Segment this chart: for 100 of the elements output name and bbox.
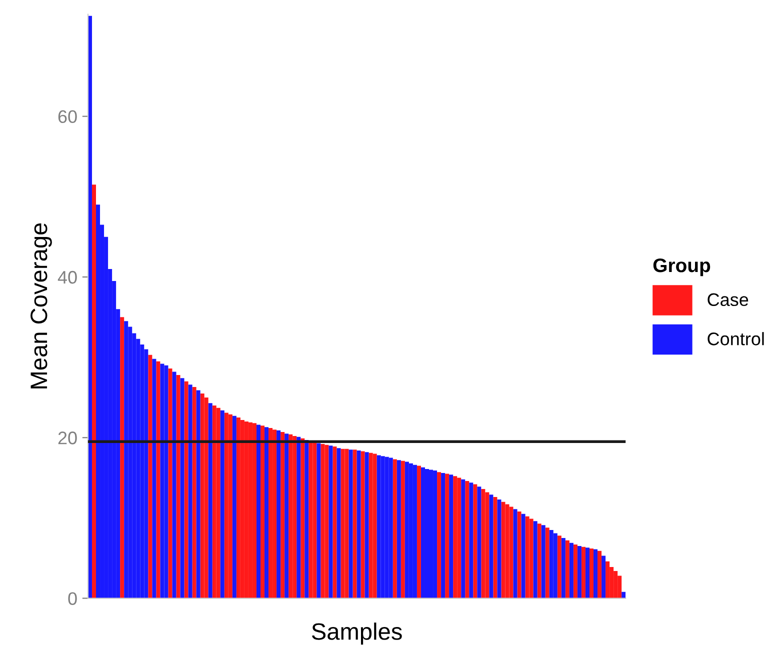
bar bbox=[220, 410, 224, 598]
bar bbox=[260, 426, 265, 598]
bar bbox=[384, 456, 389, 598]
bar bbox=[296, 436, 301, 598]
bar bbox=[441, 472, 446, 598]
bar bbox=[420, 467, 425, 598]
bar bbox=[96, 204, 100, 598]
bar bbox=[461, 479, 466, 598]
bar bbox=[268, 428, 273, 598]
bar bbox=[465, 481, 470, 598]
y-tick-label: 0 bbox=[68, 592, 77, 605]
bar bbox=[537, 524, 542, 598]
bar bbox=[292, 436, 297, 598]
bar bbox=[589, 548, 594, 598]
bar bbox=[404, 462, 409, 598]
bar bbox=[204, 397, 208, 598]
bar bbox=[368, 452, 373, 598]
bar bbox=[272, 430, 277, 598]
bar bbox=[188, 384, 192, 598]
bar bbox=[606, 561, 610, 598]
bar bbox=[156, 361, 160, 598]
bar bbox=[228, 414, 232, 598]
bar bbox=[264, 427, 269, 598]
bar bbox=[336, 448, 341, 598]
bar bbox=[240, 420, 244, 598]
bar bbox=[517, 512, 522, 598]
bar bbox=[176, 374, 180, 598]
bar bbox=[581, 546, 586, 598]
bar bbox=[124, 321, 128, 598]
bar bbox=[565, 540, 570, 598]
bar bbox=[396, 460, 401, 598]
bar bbox=[561, 538, 566, 598]
bar bbox=[505, 504, 510, 598]
bar bbox=[585, 548, 590, 598]
legend-label: Control bbox=[708, 332, 764, 346]
bar bbox=[569, 542, 574, 598]
bar bbox=[598, 550, 602, 598]
bar bbox=[356, 450, 361, 598]
bar bbox=[360, 451, 365, 598]
y-tick-label: 20 bbox=[58, 432, 77, 444]
bar bbox=[308, 442, 313, 598]
bar bbox=[348, 450, 353, 598]
bar bbox=[412, 464, 417, 598]
bar bbox=[276, 430, 281, 598]
bar bbox=[340, 448, 345, 598]
bar bbox=[489, 494, 494, 598]
bar bbox=[453, 476, 458, 598]
bar bbox=[521, 514, 526, 598]
bar bbox=[316, 443, 321, 598]
bar bbox=[184, 381, 188, 598]
y-axis-title: Mean Coverage bbox=[30, 223, 52, 388]
bar bbox=[252, 423, 256, 598]
legend-title: Group bbox=[653, 258, 710, 276]
bar bbox=[529, 518, 534, 598]
bar bbox=[376, 455, 381, 598]
bar bbox=[533, 521, 538, 598]
bar bbox=[485, 492, 490, 598]
bar bbox=[557, 536, 562, 598]
bar bbox=[380, 456, 385, 598]
bar bbox=[288, 434, 293, 598]
bar bbox=[525, 516, 530, 598]
bar bbox=[473, 484, 478, 598]
y-tick-label: 60 bbox=[58, 110, 77, 124]
bar bbox=[602, 556, 606, 598]
bar bbox=[280, 432, 285, 598]
bar bbox=[216, 408, 220, 598]
bar bbox=[433, 470, 438, 598]
y-tick-label: 40 bbox=[58, 270, 77, 284]
bar bbox=[232, 416, 236, 598]
bar bbox=[192, 387, 196, 598]
bar bbox=[497, 499, 502, 598]
x-axis-title: Samples bbox=[312, 622, 402, 645]
bar bbox=[180, 378, 184, 598]
bar bbox=[284, 434, 289, 598]
bar bbox=[416, 466, 421, 598]
bar bbox=[304, 440, 309, 598]
bar bbox=[437, 472, 442, 598]
bar bbox=[152, 358, 156, 598]
bar bbox=[172, 372, 176, 598]
bar bbox=[445, 474, 450, 598]
bar bbox=[493, 497, 498, 598]
bar bbox=[168, 368, 172, 598]
bar bbox=[364, 452, 369, 598]
bar bbox=[424, 468, 430, 598]
bar bbox=[324, 444, 329, 598]
bar bbox=[481, 489, 486, 598]
bar bbox=[120, 317, 124, 598]
bar bbox=[92, 184, 96, 598]
bar bbox=[545, 528, 550, 598]
bar bbox=[320, 444, 325, 598]
bar bbox=[352, 450, 357, 598]
bar bbox=[509, 506, 514, 598]
bar bbox=[392, 459, 397, 598]
bar bbox=[429, 470, 434, 598]
bar bbox=[148, 354, 152, 598]
bar bbox=[577, 546, 582, 598]
bar bbox=[372, 454, 377, 598]
bar bbox=[236, 418, 240, 598]
bar bbox=[477, 486, 482, 598]
legend-label: Case bbox=[708, 293, 748, 306]
